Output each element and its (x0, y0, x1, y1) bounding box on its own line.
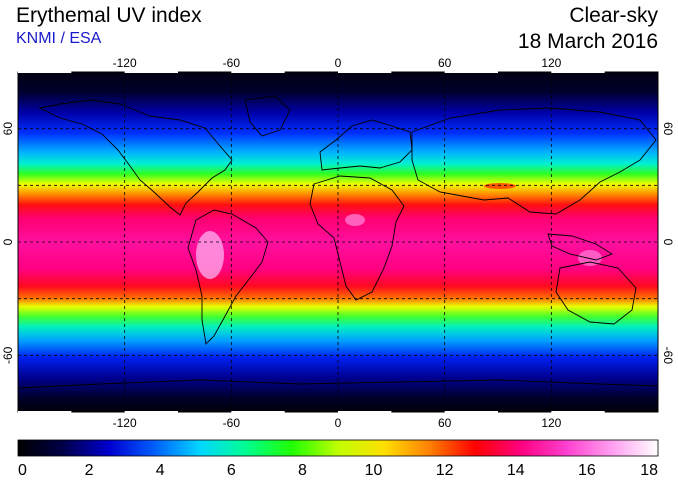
africa-hotspot (345, 214, 365, 226)
frame-mark-bottom (18, 411, 72, 413)
colorbar-tick-label: 10 (365, 462, 383, 479)
indonesia-coast (547, 233, 614, 261)
lon-tick-label-bottom: -120 (113, 416, 137, 430)
lon-tick-label-top: -120 (113, 56, 137, 70)
axis-labels: -120 -120 -60 -60 0 0 60 60 120 120 60 60 0 0 -60 -60 (1, 56, 675, 430)
frame-mark-top (124, 71, 178, 73)
lat-tick-label-right: 60 (661, 122, 675, 136)
lon-tick-label-top: -60 (223, 56, 241, 70)
australia-coast (555, 261, 637, 325)
lon-tick-label-bottom: 120 (541, 416, 561, 430)
frame-mark-top (444, 71, 498, 73)
lat-tick-label-right: 0 (661, 239, 675, 246)
frame-mark-bottom (124, 411, 178, 413)
condition-label: Clear-sky (569, 4, 658, 27)
frame-mark-top (231, 71, 285, 73)
lon-tick-label-top: 60 (438, 56, 452, 70)
colorbar-tick-label: 16 (578, 462, 596, 479)
lat-tick-label-right: -60 (661, 347, 675, 365)
lon-tick-label-bottom: 0 (335, 416, 342, 430)
colorbar-tick-label: 6 (227, 462, 236, 479)
lon-tick-label-bottom: 60 (438, 416, 452, 430)
lat-tick-label-left: 60 (1, 122, 15, 136)
frame-marks (18, 71, 605, 413)
colorbar-labels: 0 2 4 6 8 10 12 14 16 18 (18, 462, 658, 479)
colorbar-tick-label: 0 (18, 462, 27, 479)
greenland-coast (244, 95, 291, 137)
frame-mark-bottom (551, 411, 605, 413)
lat-tick-label-left: 0 (1, 238, 15, 245)
colorbar-tick-label: 2 (85, 462, 94, 479)
lon-tick-label-top: 0 (335, 56, 342, 70)
colorbar-tick-label: 18 (640, 462, 658, 479)
frame-mark-bottom (444, 411, 498, 413)
frame-mark-top (551, 71, 605, 73)
antarctica-coast (18, 379, 658, 389)
frame-mark-top (18, 71, 72, 73)
lon-tick-label-bottom: -60 (223, 416, 241, 430)
hotspots (196, 183, 602, 279)
south-america-coast (187, 209, 269, 345)
indonesia-hotspot (578, 250, 602, 266)
colorbar-tick-label: 4 (156, 462, 165, 479)
map-title: Erythemal UV index (16, 4, 202, 27)
frame-mark-bottom (338, 411, 392, 413)
asia-coast (411, 107, 657, 215)
coastlines (18, 95, 658, 389)
lat-tick-label-left: -60 (1, 346, 15, 364)
date-label: 18 March 2016 (517, 30, 658, 53)
map-panel (17, 71, 659, 413)
graticule (18, 72, 658, 412)
frame-mark-bottom (231, 411, 285, 413)
frame-mark-top (338, 71, 392, 73)
colorbar: 0 2 4 6 8 10 12 14 16 18 (17, 439, 659, 479)
africa-coast (309, 175, 405, 301)
north-america-coast (38, 99, 233, 216)
andes-hotspot (196, 231, 224, 279)
colorbar-tick-label: 14 (507, 462, 525, 479)
colorbar-tick-label: 12 (436, 462, 454, 479)
source-label: KNMI / ESA (16, 30, 102, 47)
colorbar-ramp (17, 439, 659, 457)
lon-tick-label-top: 120 (541, 56, 561, 70)
tibet-hotspot (484, 183, 516, 189)
colorbar-tick-label: 8 (298, 462, 307, 479)
